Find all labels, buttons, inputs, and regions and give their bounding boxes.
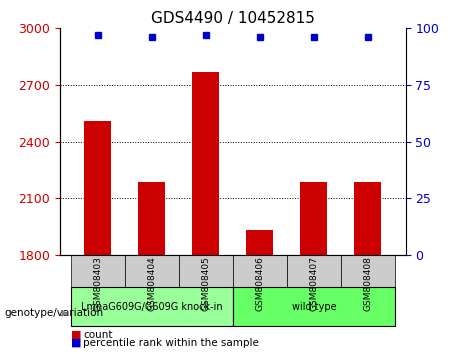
Bar — [125, 255, 179, 287]
Bar — [341, 255, 395, 287]
Bar — [233, 287, 395, 326]
Bar — [71, 287, 233, 326]
Bar — [246, 230, 273, 255]
Text: LmnaG609G/G609G knock-in: LmnaG609G/G609G knock-in — [81, 302, 223, 312]
Text: genotype/variation: genotype/variation — [5, 308, 104, 318]
Bar — [84, 121, 111, 255]
Text: count: count — [83, 330, 112, 340]
Bar — [287, 255, 341, 287]
Bar — [179, 255, 233, 287]
Bar — [355, 182, 381, 255]
Bar — [138, 182, 165, 255]
Title: GDS4490 / 10452815: GDS4490 / 10452815 — [151, 11, 315, 26]
Text: GSM808408: GSM808408 — [363, 256, 372, 311]
Text: ■: ■ — [71, 330, 82, 340]
Text: GSM808406: GSM808406 — [255, 256, 264, 311]
Text: GSM808405: GSM808405 — [201, 256, 210, 311]
Text: GSM808407: GSM808407 — [309, 256, 319, 311]
Text: percentile rank within the sample: percentile rank within the sample — [83, 338, 259, 348]
Text: wild type: wild type — [291, 302, 336, 312]
Text: GSM808403: GSM808403 — [93, 256, 102, 311]
Bar — [192, 72, 219, 255]
Bar — [71, 255, 125, 287]
Text: ■: ■ — [71, 338, 82, 348]
Text: GSM808404: GSM808404 — [147, 256, 156, 311]
Bar — [300, 182, 327, 255]
Bar — [233, 255, 287, 287]
